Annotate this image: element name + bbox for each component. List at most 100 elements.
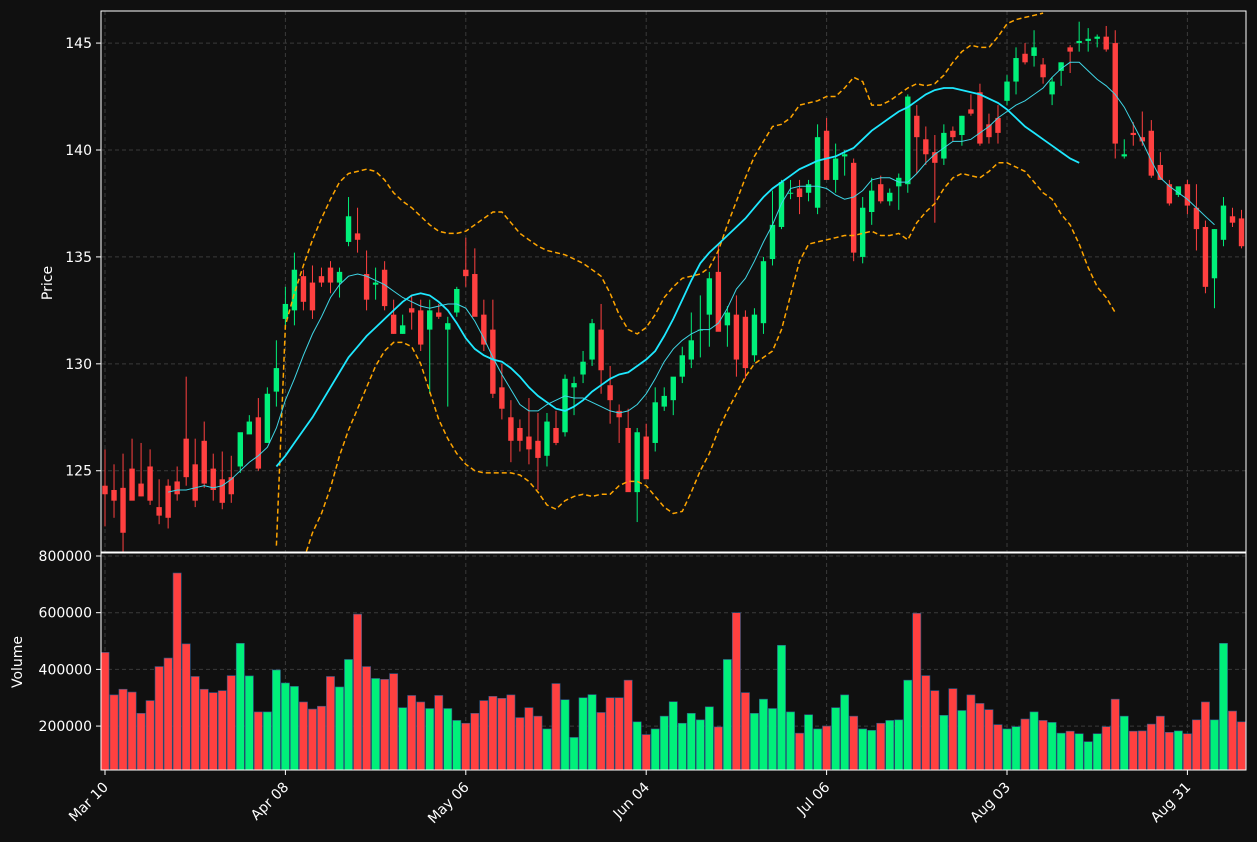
- candle-body: [336, 271, 343, 283]
- candle-body: [679, 355, 685, 377]
- candle-body: [1157, 164, 1164, 180]
- volume-bar: [109, 694, 119, 770]
- volume-bar: [560, 699, 570, 770]
- candle-body: [589, 323, 595, 360]
- indicator-lines: [167, 12, 1215, 552]
- candle-body: [508, 417, 514, 441]
- volume-bar: [632, 721, 642, 770]
- volume-bar: [380, 678, 390, 770]
- price-tick-label: 145: [65, 36, 92, 52]
- volume-bar: [695, 719, 705, 770]
- volume-tick-label: 400000: [39, 662, 92, 678]
- price-axis-title: Price: [40, 266, 56, 300]
- candle-body: [968, 109, 974, 114]
- volume-bar: [542, 728, 552, 770]
- candle-body: [381, 269, 388, 307]
- candle-body: [1040, 64, 1046, 78]
- candle-body: [472, 274, 478, 317]
- volume-bar: [921, 675, 931, 770]
- volume-bar: [235, 643, 245, 770]
- volume-bar: [1074, 733, 1084, 770]
- volume-bar: [876, 722, 886, 770]
- candle-body: [1049, 81, 1055, 95]
- candle-body: [219, 479, 225, 503]
- volume-bar: [1228, 710, 1237, 770]
- volume-bar: [136, 713, 146, 770]
- candle-body: [1004, 81, 1010, 101]
- candle-body: [724, 312, 731, 326]
- moving-average-long-line: [275, 87, 1080, 468]
- volume-bar: [371, 678, 380, 770]
- candle-body: [959, 115, 965, 136]
- volume-bar: [308, 708, 317, 770]
- volume-tick-label: 800000: [39, 549, 92, 565]
- candle-body: [129, 468, 135, 501]
- volume-bar: [777, 644, 786, 770]
- candle-body: [246, 421, 253, 435]
- volume-bar: [650, 728, 660, 770]
- volume-bar: [759, 698, 768, 770]
- candle-body: [192, 464, 198, 501]
- candle-body: [427, 310, 433, 330]
- volume-bar: [353, 613, 362, 770]
- volume-bar: [389, 673, 399, 770]
- candle-body: [300, 276, 307, 302]
- price-tick-label: 140: [65, 143, 92, 159]
- volume-bar: [1029, 711, 1039, 770]
- volume-bar: [903, 679, 913, 770]
- candle-body: [345, 216, 352, 242]
- volume-bar: [226, 675, 236, 770]
- volume-bar: [1183, 733, 1192, 770]
- candle-body: [1139, 137, 1145, 142]
- candle-body: [318, 276, 325, 283]
- candle-body: [661, 395, 667, 407]
- volume-bar: [885, 720, 895, 770]
- candle-body: [481, 314, 487, 345]
- candle-body: [841, 154, 848, 157]
- candle-body: [526, 436, 532, 450]
- volume-bar: [741, 692, 750, 770]
- candle-body: [363, 274, 370, 300]
- volume-bar: [957, 710, 967, 770]
- candle-body: [859, 207, 866, 257]
- volume-bar: [804, 714, 813, 770]
- volume-bar: [470, 713, 480, 770]
- candle-body: [553, 427, 559, 443]
- volume-bar: [840, 694, 850, 770]
- volume-bar: [1164, 732, 1174, 770]
- candle-body: [120, 487, 126, 533]
- volume-bar: [398, 707, 408, 770]
- candle-body: [111, 489, 117, 501]
- volume-bar: [750, 713, 759, 770]
- candle-body: [1175, 186, 1182, 195]
- panel-frames: [100, 10, 1247, 771]
- candle-body: [932, 152, 938, 163]
- volume-panel-frame: [100, 552, 1247, 771]
- candle-body: [652, 402, 658, 443]
- candle-body: [165, 485, 171, 518]
- candle-body: [436, 312, 442, 317]
- volume-bar: [966, 694, 976, 770]
- volume-bar: [596, 712, 606, 770]
- volume-bar: [1201, 701, 1210, 770]
- volume-bar: [975, 703, 985, 770]
- volume-bar: [344, 659, 353, 770]
- candle-body: [733, 314, 740, 360]
- volume-bar: [1237, 721, 1246, 770]
- candle-body: [760, 261, 767, 324]
- volume-bar: [786, 711, 795, 770]
- volume-bar: [362, 666, 371, 770]
- candle-body: [941, 132, 947, 159]
- candle-body: [850, 162, 857, 253]
- candle-body: [571, 383, 577, 388]
- candle-body: [1076, 40, 1082, 44]
- candle-body: [878, 184, 884, 202]
- volume-bar: [813, 728, 822, 770]
- candle-body: [787, 192, 794, 194]
- volume-bar: [894, 719, 904, 770]
- volume-bar: [290, 686, 299, 770]
- candle-body: [291, 269, 298, 311]
- candle-body: [1220, 205, 1227, 240]
- volume-bar: [425, 708, 435, 770]
